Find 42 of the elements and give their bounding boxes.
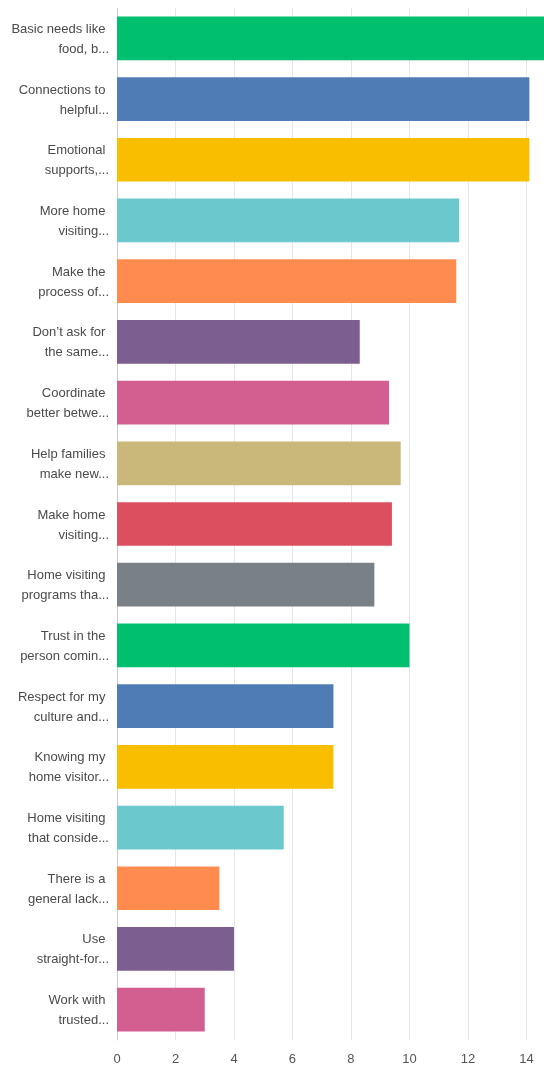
y-tick-label: Knowing my home visitor... xyxy=(28,749,109,785)
y-tick-label: Help families make new... xyxy=(30,445,109,481)
y-tick-label: There is a general lack... xyxy=(28,870,109,906)
y-tick-label: More home visiting... xyxy=(39,202,109,238)
bar xyxy=(117,623,410,668)
y-tick-label: Make home visiting... xyxy=(37,506,109,542)
bar xyxy=(117,866,220,911)
bar xyxy=(117,684,334,728)
x-tick-label: 12 xyxy=(460,1051,476,1066)
x-tick-label: 4 xyxy=(230,1051,238,1066)
y-tick-label: Emotional supports,... xyxy=(44,142,109,178)
y-tick-label: Trust in the person comin... xyxy=(20,627,109,663)
bar xyxy=(117,562,375,607)
bar xyxy=(117,805,284,850)
x-tick-label: 10 xyxy=(402,1051,417,1066)
y-tick-label: Respect for my culture and... xyxy=(17,688,109,724)
bar xyxy=(117,137,530,182)
y-tick-label: Coordinate better betwe... xyxy=(26,385,109,421)
bar xyxy=(117,441,401,486)
y-tick-label: Basic needs like food, b... xyxy=(11,20,109,56)
y-tick-label: Connections to helpful... xyxy=(18,81,109,117)
y-tick-label: Don’t ask for the same... xyxy=(32,324,109,360)
bar xyxy=(117,320,360,364)
bar xyxy=(117,927,234,971)
bar xyxy=(117,16,544,61)
y-tick-label: Home visiting that conside... xyxy=(27,810,109,846)
y-tick-label: Make the process of... xyxy=(38,263,109,299)
x-tick-label: 8 xyxy=(347,1051,355,1066)
x-tick-label: 6 xyxy=(288,1051,297,1066)
bar xyxy=(117,77,530,121)
bar xyxy=(117,744,334,789)
bar xyxy=(117,380,389,425)
x-tick-label: 14 xyxy=(519,1051,534,1066)
y-tick-label: Work with trusted... xyxy=(48,992,109,1028)
bar xyxy=(117,259,457,304)
bar xyxy=(117,198,460,243)
y-tick-label: Use straight-for... xyxy=(36,931,109,967)
bar xyxy=(117,502,392,546)
x-tick-label: 2 xyxy=(171,1051,180,1066)
x-tick-label: 0 xyxy=(113,1051,121,1066)
y-tick-label: Home visiting programs tha... xyxy=(21,567,109,603)
bar xyxy=(117,987,205,1032)
